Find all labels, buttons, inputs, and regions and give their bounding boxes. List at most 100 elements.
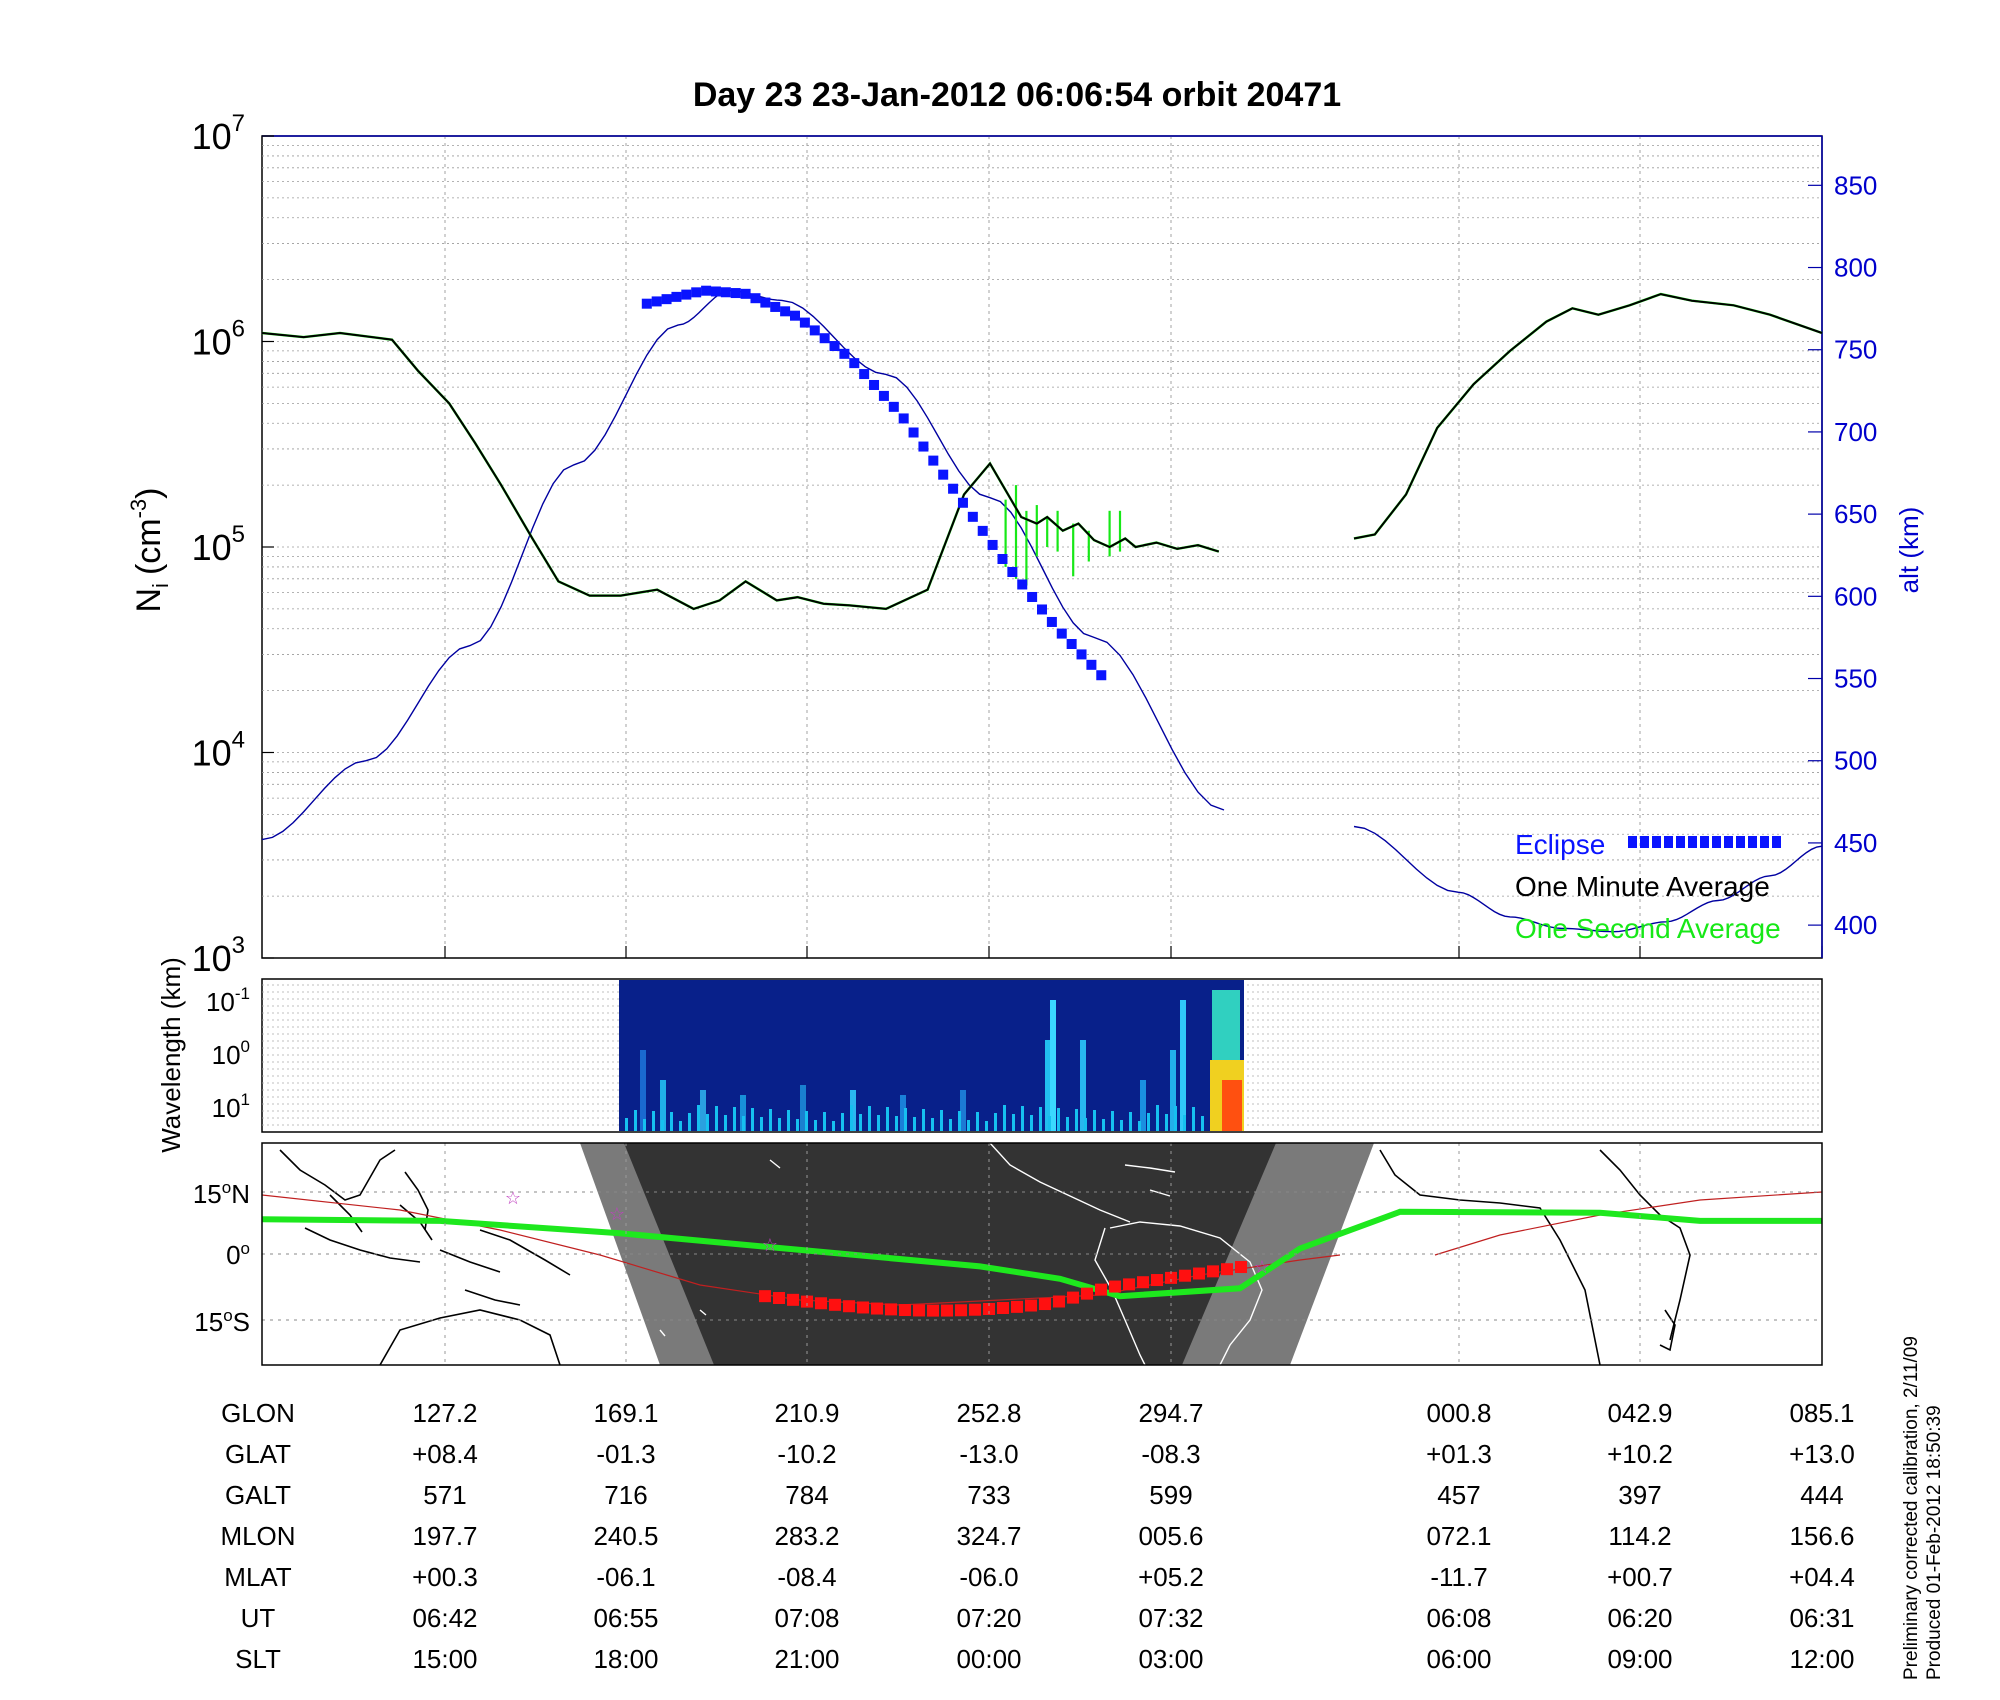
- table-cell: +00.3: [412, 1562, 478, 1592]
- alt-tick-label: 700: [1834, 417, 1877, 447]
- spectrogram-base-stripe: [805, 1111, 808, 1131]
- star-marker-4: ☆: [1254, 1257, 1270, 1277]
- eclipse-marker: [977, 525, 988, 536]
- table-cell: +05.2: [1138, 1562, 1204, 1592]
- map-eclipse-marker: [815, 1297, 827, 1310]
- eclipse-marker: [730, 288, 741, 299]
- y-tick-label: 103: [192, 932, 245, 979]
- eclipse-marker: [938, 469, 949, 480]
- eclipse-marker: [888, 401, 899, 412]
- eclipse-marker: [928, 455, 939, 466]
- legend-eclipse-mark: [1688, 836, 1697, 848]
- coastline-central-america: [989, 1143, 1131, 1223]
- coastline-pacific-islands: [659, 1159, 781, 1337]
- map-eclipse-marker: [1039, 1298, 1051, 1311]
- legend-eclipse-mark: [1676, 836, 1685, 848]
- y-label-unit-open: (cm: [130, 518, 168, 575]
- map-panel: ☆ ☆ ☆ ☆ 15oN 0o 15oS: [193, 1142, 1823, 1366]
- eclipse-marker: [1096, 670, 1107, 681]
- spectrogram-base-stripe: [1183, 1115, 1186, 1131]
- table-cell: 457: [1437, 1480, 1480, 1510]
- footnote-line-2: Produced 01-Feb-2012 18:50:39: [1924, 1405, 1945, 1680]
- coastline-caribbean: [1124, 1164, 1176, 1197]
- one-minute-average-line: [261, 331, 1220, 610]
- spectrogram-stripes: [625, 990, 1244, 1131]
- table-cell: 072.1: [1426, 1521, 1491, 1551]
- spectrogram-tick-exp: -1: [235, 984, 250, 1003]
- table-cell: 127.2: [412, 1398, 477, 1428]
- spectrogram-base-stripe: [832, 1121, 835, 1131]
- eclipse-marker: [1007, 566, 1018, 577]
- coastline-papua: [479, 1229, 571, 1276]
- legend-eclipse-mark: [1700, 836, 1709, 848]
- table-cell: 210.9: [774, 1398, 839, 1428]
- table-cell: 397: [1618, 1480, 1661, 1510]
- map-eclipse-marker: [857, 1301, 869, 1314]
- spectrogram-base-stripe: [1021, 1106, 1024, 1131]
- map-eclipse-marker: [1207, 1265, 1219, 1278]
- spectrogram-base-stripe: [715, 1106, 718, 1131]
- spectrogram-base-stripe: [760, 1117, 763, 1131]
- table-cell: 09:00: [1607, 1644, 1672, 1674]
- spectrogram-base-stripe: [940, 1110, 943, 1131]
- legend-eclipse-mark: [1664, 836, 1673, 848]
- map-eclipse-marker: [1123, 1278, 1135, 1291]
- eclipse-marker: [1076, 649, 1087, 660]
- spectrogram-base-stripe: [1066, 1117, 1069, 1131]
- legend-eclipse-mark: [1652, 836, 1661, 848]
- spectrogram-base-stripe: [1003, 1105, 1006, 1131]
- eclipse-marker: [780, 306, 791, 317]
- spectrogram-base-stripe: [1129, 1112, 1132, 1131]
- table-cell: 599: [1149, 1480, 1192, 1510]
- spectrogram-base-stripe: [1012, 1114, 1015, 1131]
- eclipse-marker: [760, 297, 771, 308]
- spectrogram-tick-base: 10: [212, 1093, 241, 1123]
- spectrogram-base-stripe: [724, 1115, 727, 1131]
- eclipse-marker: [1056, 628, 1067, 639]
- legend-eclipse-mark: [1748, 836, 1757, 848]
- star-marker-1: ☆: [505, 1188, 521, 1208]
- map-eclipse-marker: [787, 1293, 799, 1306]
- alt-tick-label: 850: [1834, 170, 1877, 200]
- spectrogram-stripe: [700, 1090, 706, 1131]
- coastline-south-america: [1109, 1221, 1263, 1365]
- spectrogram-base-stripe: [1093, 1110, 1096, 1131]
- eclipse-marker: [948, 483, 959, 494]
- table-row-label: GLAT: [225, 1439, 291, 1469]
- y-tick-exp: 4: [232, 727, 245, 754]
- table-cell: 042.9: [1607, 1398, 1672, 1428]
- map-eclipse-marker: [1151, 1274, 1163, 1287]
- spectrogram-image: [619, 980, 1244, 1131]
- table-cell: 444: [1800, 1480, 1843, 1510]
- star-marker-3: ☆: [762, 1235, 778, 1255]
- table-cell: 784: [785, 1480, 828, 1510]
- spectrogram-base-stripe: [904, 1108, 907, 1131]
- y-tick-exp: 3: [232, 932, 245, 959]
- spectrogram-stripe: [640, 1050, 646, 1131]
- spectrogram-base-stripe: [1174, 1106, 1177, 1131]
- spectrogram-base-stripe: [1057, 1108, 1060, 1131]
- spectrogram-stripe: [1140, 1080, 1146, 1131]
- eclipse-marker: [710, 286, 721, 297]
- eclipse-marker: [641, 298, 652, 309]
- table-cell: -11.7: [1430, 1562, 1487, 1592]
- spectrogram-tick-exp: 0: [241, 1037, 250, 1056]
- eclipse-marker: [651, 296, 662, 307]
- table-cell: 06:31: [1789, 1603, 1854, 1633]
- eclipse-marker: [740, 288, 751, 299]
- spectrogram-base-stripe: [877, 1115, 880, 1131]
- eclipse-marker: [898, 413, 909, 424]
- spectrogram-base-stripe: [868, 1106, 871, 1131]
- map-eclipse-marker: [1193, 1267, 1205, 1280]
- eclipse-marker: [878, 390, 889, 401]
- spectrogram-base-stripe: [634, 1110, 637, 1131]
- map-eclipse-marker: [997, 1302, 1009, 1315]
- table-cell: 21:00: [774, 1644, 839, 1674]
- spectrogram-stripe: [740, 1095, 746, 1131]
- map-eclipse-marker: [1109, 1280, 1121, 1293]
- spectrogram-base-stripe: [1111, 1111, 1114, 1131]
- alt-axis-ticks: 850 800 750 700 650 600 550 500 450 400: [1808, 170, 1877, 940]
